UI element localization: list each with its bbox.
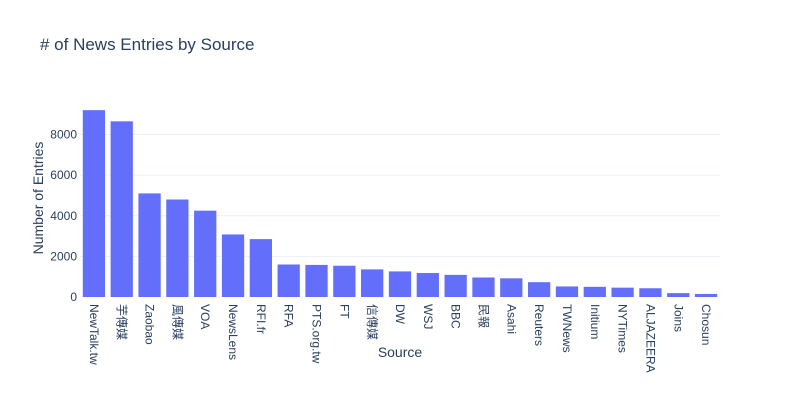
bar [416,273,439,297]
x-tick-label: NYTimes [616,304,630,353]
x-tick-label: ALJAZEERA [643,304,657,373]
bar [333,265,356,297]
bar [166,199,189,297]
x-tick-label: Joins [671,304,685,332]
x-tick-label: Reuters [532,304,546,346]
y-tick-label: 4000 [50,209,77,223]
y-tick-label: 6000 [50,168,77,182]
x-tick-label: 風傳媒 [170,304,184,340]
bar [472,277,495,297]
bar [639,288,662,297]
x-tick-label: 芋傳媒 [115,304,129,340]
bar [583,286,606,297]
bar [221,234,245,297]
x-tick-label: NewTalk.tw [87,304,101,365]
bar [194,210,217,297]
y-axis-title: Number of Entries [30,142,46,255]
chart-title: # of News Entries by Source [40,35,254,54]
x-tick-label: 信傳媒 [365,304,379,340]
x-tick-label: TWNews [560,304,574,353]
bar [110,121,133,298]
x-tick-label: NewsLens [226,304,240,360]
x-tick-label: Initium [588,304,602,339]
x-axis-title: Source [378,344,423,360]
bar [694,293,718,297]
bar [277,264,300,297]
bar [361,269,384,297]
bar [555,286,579,297]
bar [388,271,412,297]
bar [305,264,328,297]
x-tick-label: PTS.org.tw [310,304,324,364]
bar [444,274,467,297]
x-tick-label: FT [337,304,351,319]
bar [249,239,272,297]
x-tick-label: DW [393,304,407,325]
bar [528,282,551,297]
x-tick-label: Zaobao [143,304,157,345]
y-tick-label: 2000 [50,249,77,263]
bar [82,110,106,298]
bar [500,278,523,297]
y-tick-labels: 0 2000 4000 6000 8000 [50,128,77,304]
y-tick-label: 8000 [50,128,77,142]
bar [611,287,634,297]
x-tick-label: RFA [282,304,296,327]
x-tick-label: Chosun [699,304,713,345]
bars [82,110,718,298]
bar [138,193,161,297]
x-tick-label: VOA [198,304,212,329]
x-tick-label: WSJ [421,304,435,329]
x-tick-label: BBC [449,304,463,329]
x-tick-label: 民報 [476,304,490,328]
x-tick-label: Asahi [504,304,518,334]
bar [667,293,690,297]
x-tick-labels: NewTalk.tw 芋傳媒 Zaobao 風傳媒 VOA NewsLens RFI.fr R… [87,304,713,373]
x-tick-label: RFI.fr [254,304,268,334]
y-tick-label: 0 [70,290,77,304]
